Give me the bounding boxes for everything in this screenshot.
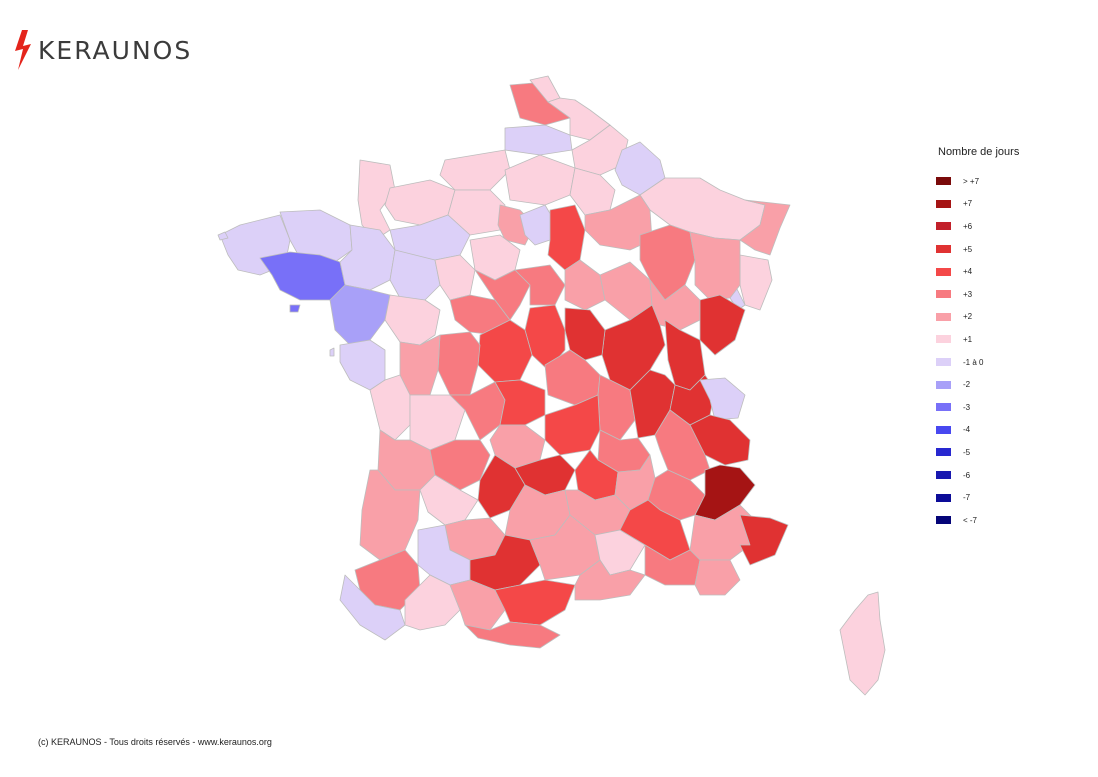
map-legend: Nombre de jours > +7 +7 +6 +5 +4 +3 +2 +1 -1 à 0… (936, 146, 1076, 532)
department-region (689, 231, 741, 301)
department-region (434, 254, 476, 301)
legend-item: +1 (936, 328, 1076, 351)
legend-swatch (936, 471, 951, 480)
legend-label: -2 (963, 380, 971, 390)
department-region (384, 294, 441, 346)
department-region (339, 339, 386, 391)
legend-label: -1 à 0 (963, 357, 984, 367)
department-region (474, 269, 531, 321)
legend-label: +1 (963, 334, 973, 344)
legend-label: +2 (963, 312, 973, 322)
legend-item: -6 (936, 464, 1076, 487)
legend-swatch (936, 267, 951, 276)
department-region (574, 559, 646, 601)
legend-swatch (936, 222, 951, 231)
legend-item: > +7 (936, 170, 1076, 193)
legend-label: -6 (963, 470, 971, 480)
legend-label: < -7 (963, 515, 978, 525)
legend-label: -3 (963, 402, 971, 412)
legend-item: -4 (936, 419, 1076, 442)
legend-swatch (936, 493, 951, 502)
island-region (289, 304, 301, 313)
legend-item: +6 (936, 215, 1076, 238)
legend-swatch (936, 403, 951, 412)
department-region (449, 579, 506, 631)
department-region (739, 514, 789, 566)
brand-name: KERAUNOS (38, 35, 193, 65)
department-region (664, 319, 706, 391)
legend-label: > +7 (963, 176, 980, 186)
department-region (601, 304, 666, 391)
legend-item: +4 (936, 260, 1076, 283)
legend-item: +7 (936, 193, 1076, 216)
legend-item: -7 (936, 486, 1076, 509)
legend-label: +5 (963, 244, 973, 254)
legend-item: -2 (936, 373, 1076, 396)
department-region (699, 377, 746, 421)
legend-swatch (936, 448, 951, 457)
department-region (739, 254, 773, 311)
department-region (739, 199, 791, 256)
department-region (329, 284, 391, 346)
brand-logo: KERAUNOS (12, 30, 192, 70)
legend-label: +6 (963, 221, 973, 231)
legend-item: +2 (936, 306, 1076, 329)
department-region (839, 591, 886, 696)
legend-item: -1 à 0 (936, 351, 1076, 374)
department-region (564, 259, 606, 311)
legend-swatch (936, 516, 951, 525)
department-region (439, 149, 511, 191)
legend-label: -5 (963, 447, 971, 457)
legend-item: +3 (936, 283, 1076, 306)
department-region (569, 167, 616, 216)
legend-label: +4 (963, 267, 973, 277)
department-region (504, 154, 576, 206)
legend-item: -3 (936, 396, 1076, 419)
legend-item: -5 (936, 441, 1076, 464)
department-region (259, 251, 346, 301)
legend-label: -4 (963, 425, 971, 435)
island-region (217, 231, 229, 241)
legend-swatch (936, 425, 951, 434)
island-region (329, 347, 335, 357)
department-region (564, 307, 606, 361)
department-region (504, 124, 573, 156)
copyright-footer: (c) KERAUNOS - Tous droits réservés - ww… (38, 737, 272, 747)
legend-item: +5 (936, 238, 1076, 261)
department-region (279, 209, 353, 263)
department-region (437, 331, 481, 396)
department-region (494, 579, 576, 626)
legend-label: +7 (963, 199, 973, 209)
department-region (419, 474, 479, 526)
legend-label: +3 (963, 289, 973, 299)
legend-swatch (936, 177, 951, 186)
lightning-bolt-icon (15, 30, 31, 70)
legend-swatch (936, 380, 951, 389)
legend-swatch (936, 358, 951, 367)
department-region (494, 379, 546, 426)
department-region (464, 621, 561, 649)
legend-title: Nombre de jours (938, 146, 1020, 158)
legend-swatch (936, 335, 951, 344)
legend-swatch (936, 290, 951, 299)
department-region (404, 574, 461, 631)
department-region (359, 469, 421, 561)
legend-label: -7 (963, 493, 971, 503)
department-region (694, 559, 741, 596)
legend-item: < -7 (936, 509, 1076, 532)
legend-swatch (936, 312, 951, 321)
department-region (689, 414, 751, 466)
legend-swatch (936, 245, 951, 254)
department-region (477, 319, 533, 383)
department-region (544, 394, 601, 456)
legend-swatch (936, 199, 951, 208)
